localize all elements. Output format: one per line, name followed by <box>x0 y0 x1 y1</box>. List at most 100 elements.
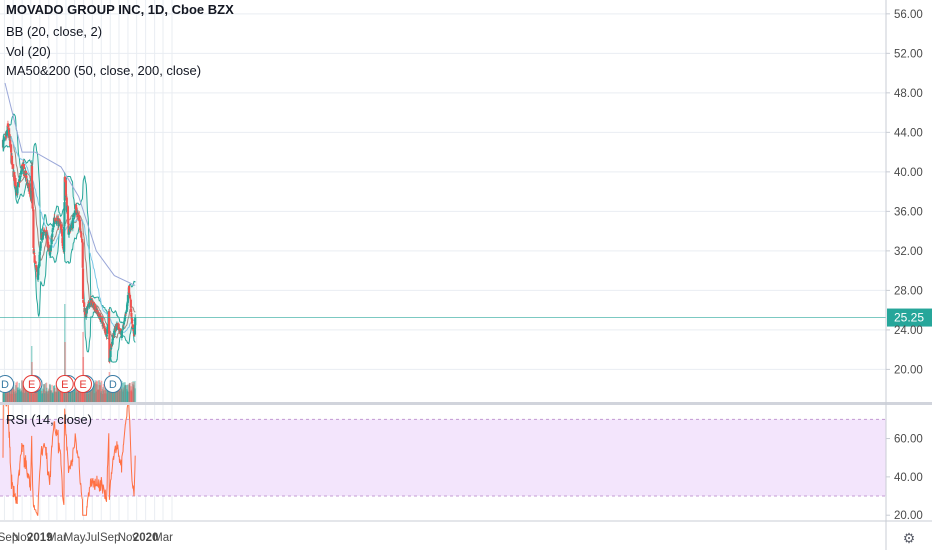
volume-bar <box>63 389 65 402</box>
candle[interactable] <box>21 165 24 174</box>
candle[interactable] <box>13 171 16 186</box>
candle[interactable] <box>83 310 87 316</box>
candle[interactable] <box>80 230 83 241</box>
indicator-bb-label[interactable]: BB (20, close, 2) <box>6 24 103 39</box>
dividend-marker[interactable]: D <box>103 375 122 393</box>
candle[interactable] <box>92 303 95 310</box>
candle[interactable] <box>122 321 125 326</box>
volume-bar <box>130 391 133 402</box>
candle[interactable] <box>31 187 34 212</box>
volume-bar <box>118 382 120 402</box>
candle-body <box>82 299 85 303</box>
candle[interactable] <box>124 312 128 314</box>
volume-bar <box>81 387 83 402</box>
candle-body <box>88 302 91 308</box>
volume-bar <box>25 390 27 402</box>
candle[interactable] <box>104 327 107 336</box>
volume-bar <box>19 388 21 402</box>
volume-bar <box>16 387 19 402</box>
volume-bar <box>126 389 128 402</box>
volume-bar <box>132 385 135 402</box>
candle-body <box>133 324 137 335</box>
candle[interactable] <box>90 297 93 301</box>
volume-bar <box>110 385 112 402</box>
candle-body <box>79 219 82 231</box>
candle[interactable] <box>59 223 63 230</box>
candle[interactable] <box>25 174 28 181</box>
volume-bar <box>52 386 55 402</box>
time-axis-label: Mar <box>47 532 67 544</box>
candle[interactable] <box>105 334 108 338</box>
candle-body <box>109 348 112 358</box>
candle-body <box>111 338 114 345</box>
volume-bar <box>92 387 94 402</box>
volume-bar <box>30 389 33 402</box>
candle[interactable] <box>81 267 85 300</box>
candle[interactable] <box>72 212 75 221</box>
candle[interactable] <box>81 242 84 270</box>
candle-body <box>108 358 111 362</box>
candle[interactable] <box>120 329 123 341</box>
candle[interactable] <box>126 292 130 305</box>
candle-body <box>65 198 68 211</box>
settings-gear-icon[interactable]: ⚙ <box>903 530 916 546</box>
candle-body <box>119 329 122 334</box>
volume-bar <box>83 390 85 402</box>
volume-bar <box>38 380 41 402</box>
earnings-marker[interactable]: E <box>55 375 74 393</box>
bb-lower-line[interactable] <box>2 144 136 363</box>
indicator-vol-label[interactable]: Vol (20) <box>6 44 51 59</box>
volume-bar <box>134 380 136 402</box>
volume-bar <box>114 388 117 402</box>
volume-bar <box>96 389 99 402</box>
indicator-ma-label[interactable]: MA50&200 (50, close, 200, close) <box>6 63 202 78</box>
rsi-line[interactable] <box>2 403 136 516</box>
volume-bar <box>8 385 11 402</box>
volume-bar <box>70 384 72 402</box>
time-axis-label: Sep <box>0 532 18 544</box>
earnings-marker[interactable]: E <box>22 375 41 393</box>
earnings-marker[interactable]: E <box>74 375 93 393</box>
candle[interactable] <box>88 302 91 309</box>
candle[interactable] <box>19 173 22 182</box>
volume-bar <box>128 383 130 402</box>
volume-bar <box>80 391 83 402</box>
candle[interactable] <box>134 314 137 327</box>
volume-bar <box>99 382 102 402</box>
candlesticks[interactable] <box>1 120 137 364</box>
price-axis[interactable]: 20.00 24.00 28.00 32.00 36.00 40.00 44.00 48.00… <box>886 9 923 377</box>
volume-bar <box>78 391 80 402</box>
volume-bar <box>118 388 121 402</box>
candle-body <box>50 235 53 245</box>
volume-bar <box>35 391 38 402</box>
volume-bar <box>54 388 56 402</box>
volume-bar <box>128 391 130 402</box>
volume-bar <box>55 392 57 402</box>
candle[interactable] <box>128 292 132 301</box>
candle-body <box>41 234 44 238</box>
candle-body <box>31 182 34 192</box>
rsi-axis[interactable]: 20.00 40.00 60.00 <box>886 434 923 523</box>
rsi-panel-label[interactable]: RSI (14, close) <box>6 412 92 427</box>
volume-bar <box>106 388 108 402</box>
candle[interactable] <box>108 308 111 336</box>
candle[interactable] <box>32 206 35 250</box>
candle[interactable] <box>22 163 25 170</box>
volume-bar <box>120 388 123 402</box>
candle[interactable] <box>108 357 111 362</box>
candle[interactable] <box>49 242 52 255</box>
volume-bar <box>116 387 119 402</box>
volume-bar <box>26 383 29 402</box>
ma200-line[interactable] <box>4 82 136 286</box>
bb-upper-line[interactable] <box>2 113 136 324</box>
candle[interactable] <box>39 241 42 250</box>
dividend-marker[interactable]: D <box>0 375 15 393</box>
candle[interactable] <box>98 312 101 318</box>
volume-bar <box>41 388 44 402</box>
time-axis-label: Nov <box>12 532 33 544</box>
volume-bar <box>39 387 41 402</box>
candle[interactable] <box>67 225 71 238</box>
